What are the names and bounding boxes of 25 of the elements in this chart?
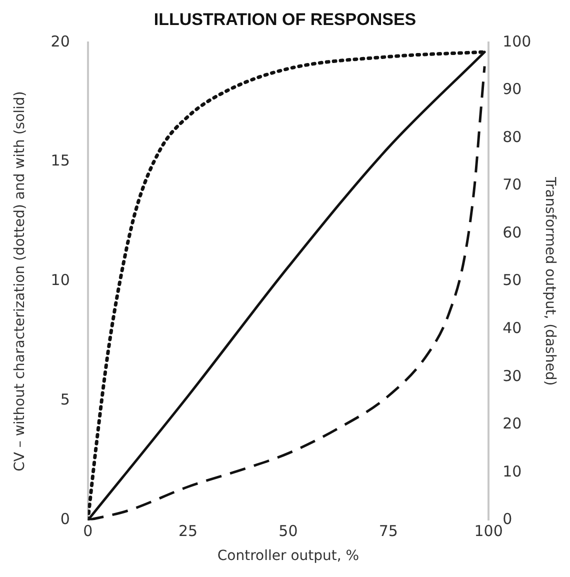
y2-axis-title: Transformed output, (dashed)	[542, 176, 558, 386]
y-axis-title: CV – without characterization (dotted) and with (solid)	[12, 91, 28, 472]
y2-tick-label: 70	[502, 176, 522, 194]
y2-tick-label: 100	[502, 32, 532, 50]
y2-tick-label: 0	[502, 510, 512, 528]
y2-tick-label: 80	[502, 128, 522, 146]
y-tick-label: 15	[50, 152, 70, 170]
y-tick-label: 20	[50, 32, 70, 50]
chart-title: ILLUSTRATION OF RESPONSES	[154, 10, 416, 29]
y2-tick-label: 30	[502, 366, 522, 385]
x-tick-label: 0	[83, 522, 93, 540]
x-tick-label: 25	[178, 522, 198, 540]
x-tick-label: 75	[378, 522, 398, 540]
x-axis-title: Controller output, %	[217, 548, 360, 564]
x-tick-label: 50	[278, 522, 298, 540]
y-tick-label: 10	[50, 271, 70, 290]
y-tick-label: 5	[60, 390, 70, 409]
y2-tick-label: 50	[502, 271, 522, 290]
y2-tick-label: 90	[502, 80, 522, 98]
y-tick-label: 0	[60, 510, 70, 528]
y2-tick-label: 60	[502, 223, 522, 242]
x-tick-label: 100	[474, 522, 503, 540]
y2-tick-label: 20	[502, 414, 522, 433]
y2-tick-label: 40	[502, 318, 522, 337]
y2-tick-label: 10	[502, 462, 522, 480]
